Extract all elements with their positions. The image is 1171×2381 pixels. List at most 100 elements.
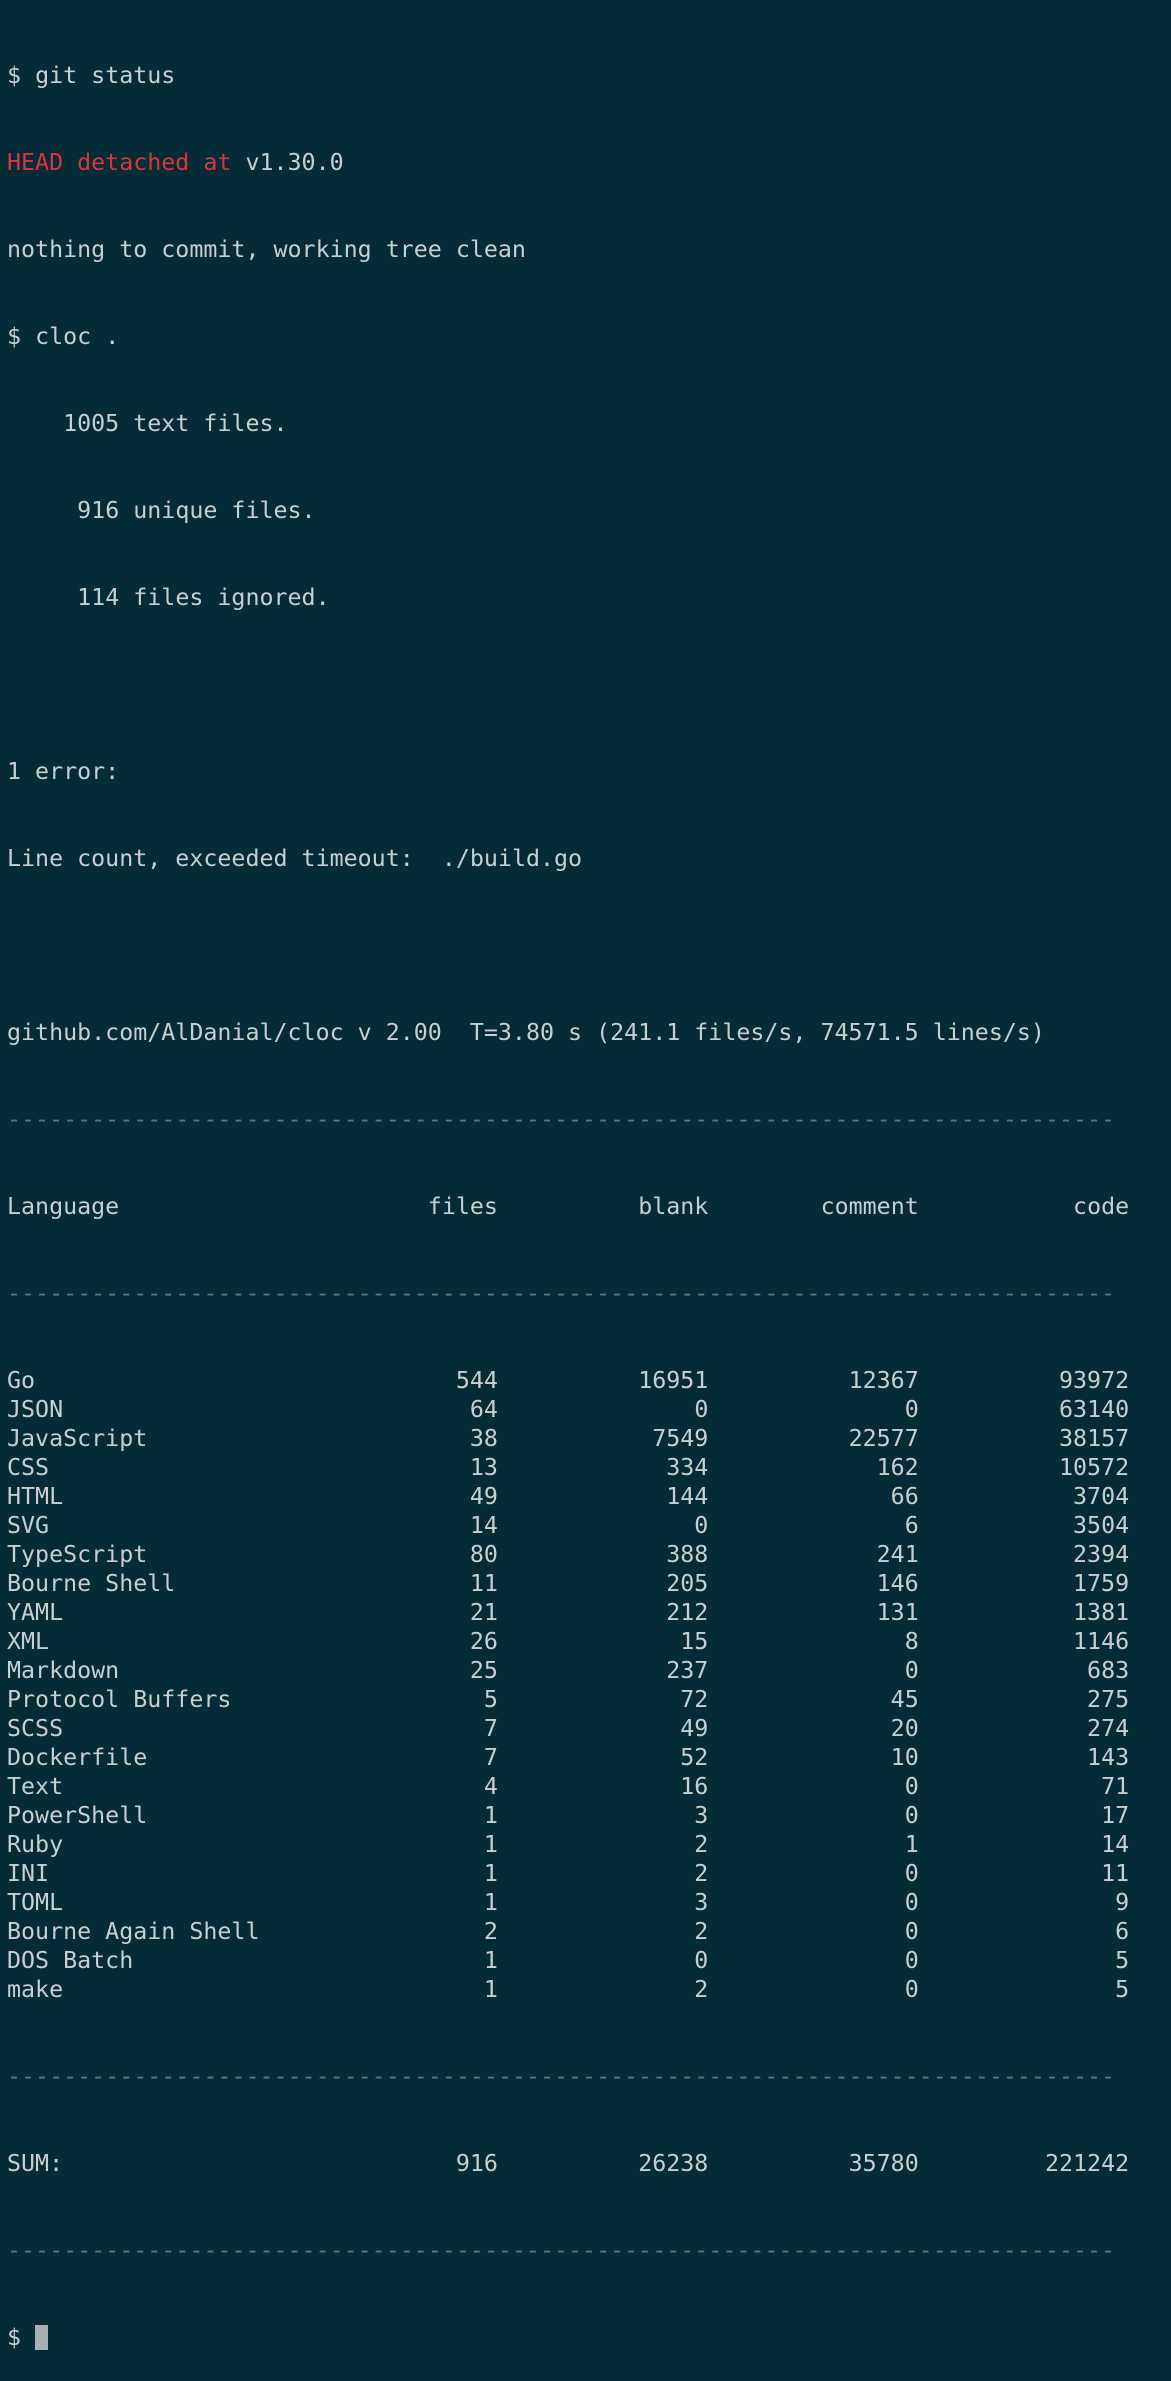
row-code: 3704: [1073, 1483, 1130, 1510]
table-row: Go 544 16951 12367 93972: [7, 1366, 1171, 1395]
row-language: SVG: [7, 1512, 50, 1539]
row-language: Markdown: [7, 1657, 120, 1684]
row-files: 1: [483, 1947, 498, 1974]
row-comment: 0: [904, 1860, 919, 1887]
row-blank: 72: [680, 1686, 709, 1713]
row-language: YAML: [7, 1599, 64, 1626]
sum-comment: 35780: [848, 2150, 919, 2177]
row-files: 80: [469, 1541, 498, 1568]
row-language: Bourne Shell: [7, 1570, 176, 1597]
row-code: 14: [1101, 1831, 1130, 1858]
row-blank: 16: [680, 1773, 709, 1800]
row-files: 25: [469, 1657, 498, 1684]
row-code: 11: [1101, 1860, 1130, 1887]
row-language: INI: [7, 1860, 50, 1887]
row-files: 544: [455, 1367, 498, 1394]
row-blank: 3: [694, 1889, 709, 1916]
row-code: 1759: [1073, 1570, 1130, 1597]
row-code: 6: [1115, 1918, 1130, 1945]
row-language: Text: [7, 1773, 64, 1800]
row-files: 1: [483, 1831, 498, 1858]
separator-rule: ----------------------------------------…: [7, 2063, 1116, 2090]
row-comment: 0: [904, 1889, 919, 1916]
row-language: TypeScript: [7, 1541, 148, 1568]
row-blank: 237: [666, 1657, 709, 1684]
sum-label: SUM:: [7, 2150, 64, 2177]
row-files: 7: [483, 1744, 498, 1771]
row-language: TOML: [7, 1889, 64, 1916]
row-language: Ruby: [7, 1831, 64, 1858]
row-language: DOS Batch: [7, 1947, 134, 1974]
git-status-line: nothing to commit, working tree clean: [7, 236, 526, 263]
row-blank: 15: [680, 1628, 709, 1655]
table-row: Bourne Shell 11 205 146 1759: [7, 1569, 1171, 1598]
table-header-row: Language files blank comment code: [7, 1192, 1171, 1221]
prompt-symbol: $: [7, 62, 22, 89]
table-row: JavaScript 38 7549 22577 38157: [7, 1424, 1171, 1453]
row-files: 64: [469, 1396, 498, 1423]
row-files: 2: [483, 1918, 498, 1945]
text-files-line: 1005 text files.: [7, 409, 1171, 438]
table-row: XML 26 15 8 1146: [7, 1627, 1171, 1656]
cloc-command-line: $ cloc .: [7, 322, 1171, 351]
row-files: 38: [469, 1425, 498, 1452]
sum-blank: 26238: [638, 2150, 709, 2177]
row-comment: 66: [890, 1483, 919, 1510]
header-language: Language: [7, 1193, 120, 1220]
row-code: 275: [1087, 1686, 1130, 1713]
row-language: HTML: [7, 1483, 64, 1510]
row-files: 26: [469, 1628, 498, 1655]
row-code: 63140: [1059, 1396, 1130, 1423]
row-files: 5: [483, 1686, 498, 1713]
row-code: 5: [1115, 1947, 1130, 1974]
row-comment: 22577: [848, 1425, 919, 1452]
unique-files-label: unique files.: [133, 497, 316, 524]
row-files: 21: [469, 1599, 498, 1626]
row-blank: 16951: [638, 1367, 709, 1394]
row-comment: 10: [890, 1744, 919, 1771]
row-blank: 7549: [652, 1425, 709, 1452]
separator-rule: ----------------------------------------…: [7, 2237, 1116, 2264]
row-blank: 2: [694, 1976, 709, 2003]
sum-files: 916: [455, 2150, 498, 2177]
row-language: Dockerfile: [7, 1744, 148, 1771]
row-language: JSON: [7, 1396, 64, 1423]
table-row: Bourne Again Shell 2 2 0 6: [7, 1917, 1171, 1946]
row-files: 49: [469, 1483, 498, 1510]
row-code: 93972: [1059, 1367, 1130, 1394]
git-command-line: $ git status: [7, 61, 1171, 90]
row-comment: 0: [904, 1396, 919, 1423]
separator-rule: ----------------------------------------…: [7, 1280, 1116, 1307]
error-header: 1 error:: [7, 758, 120, 785]
row-files: 1: [483, 1889, 498, 1916]
row-blank: 0: [694, 1947, 709, 1974]
cloc-command: cloc .: [35, 323, 120, 350]
row-files: 13: [469, 1454, 498, 1481]
cursor[interactable]: [35, 2325, 49, 2350]
row-files: 1: [483, 1802, 498, 1829]
prompt-symbol: $: [7, 323, 22, 350]
final-prompt-line[interactable]: $: [7, 2323, 1171, 2352]
table-row: Protocol Buffers 5 72 45 275: [7, 1685, 1171, 1714]
separator-rule: ----------------------------------------…: [7, 1106, 1116, 1133]
row-blank: 144: [666, 1483, 709, 1510]
row-code: 17: [1101, 1802, 1130, 1829]
git-command: git status: [35, 62, 176, 89]
table-row: Markdown 25 237 0 683: [7, 1656, 1171, 1685]
row-files: 1: [483, 1976, 498, 2003]
row-blank: 205: [666, 1570, 709, 1597]
blank-line: [7, 670, 1171, 699]
row-language: XML: [7, 1628, 50, 1655]
row-comment: 0: [904, 1918, 919, 1945]
table-row: Ruby 1 2 1 14: [7, 1830, 1171, 1859]
row-code: 9: [1115, 1889, 1130, 1916]
table-row: INI 1 2 0 11: [7, 1859, 1171, 1888]
blank-line: [7, 931, 1171, 960]
row-blank: 52: [680, 1744, 709, 1771]
ignored-files-line: 114 files ignored.: [7, 583, 1171, 612]
prompt-symbol: $: [7, 2324, 22, 2351]
row-comment: 20: [890, 1715, 919, 1742]
header-code: code: [1073, 1193, 1130, 1220]
ignored-files-count: 114: [77, 584, 120, 611]
